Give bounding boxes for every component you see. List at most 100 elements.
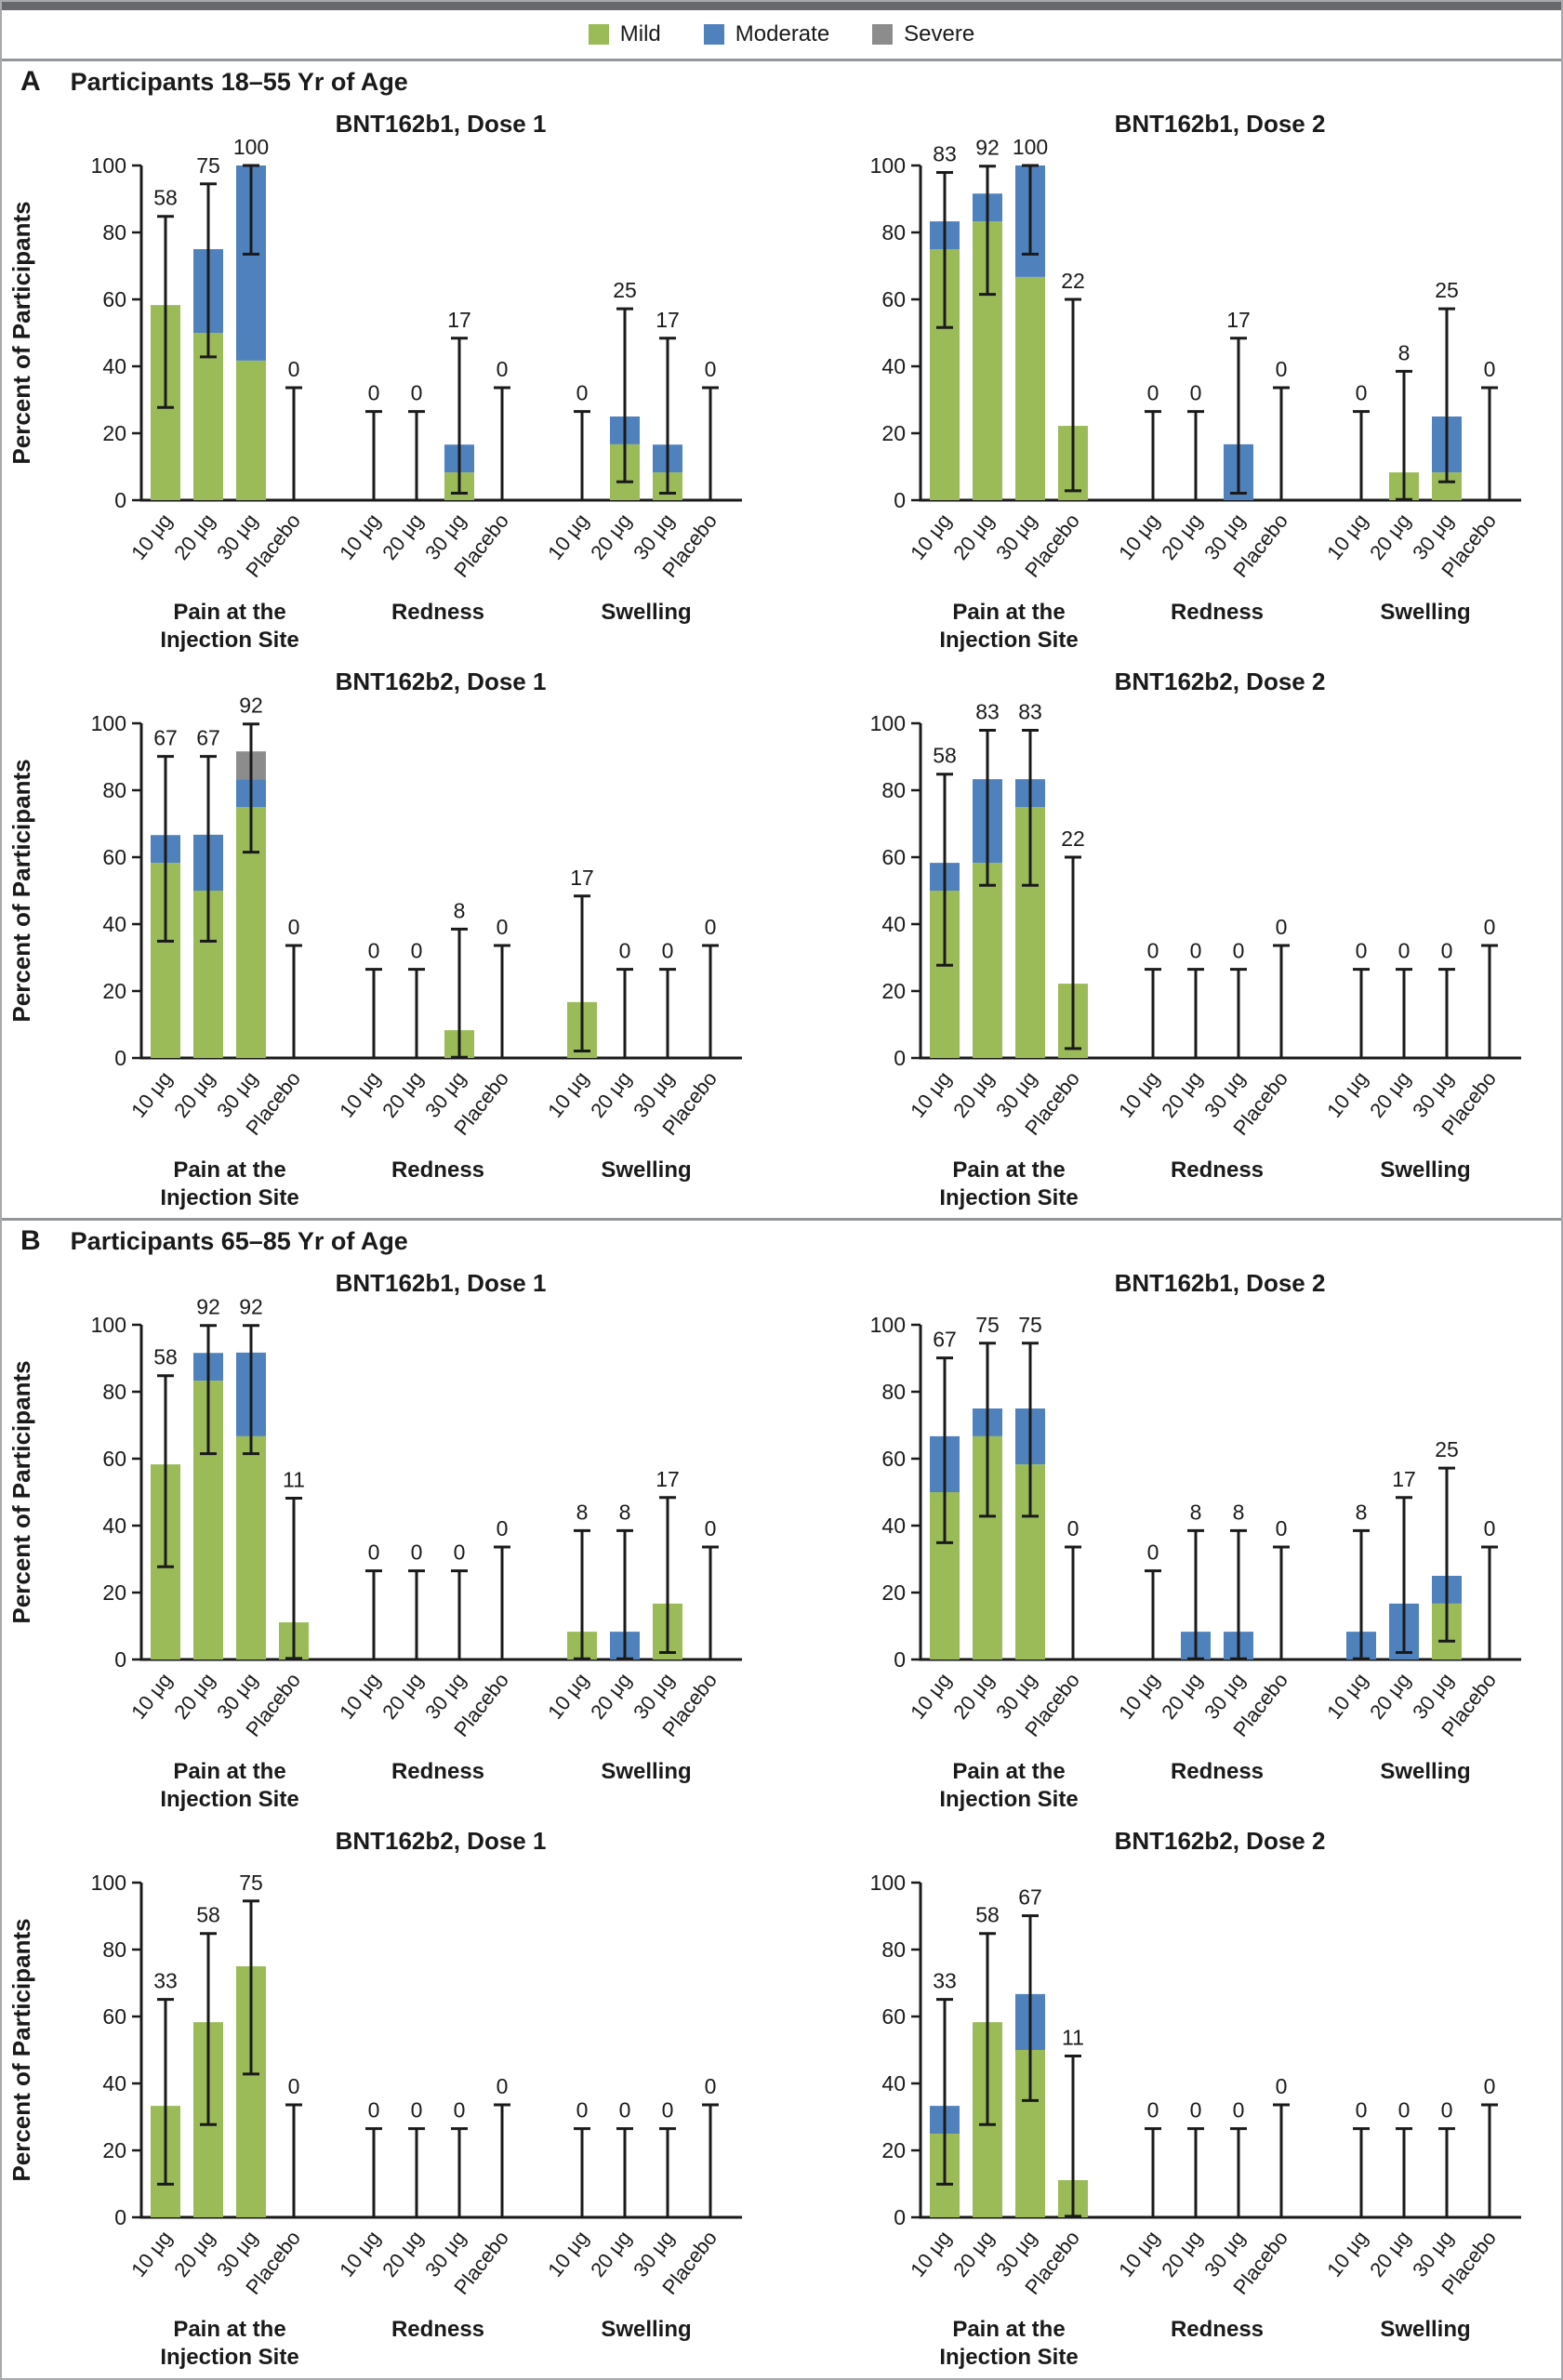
value-label: 67 <box>933 1328 957 1352</box>
chart-b-2: BNT162b1, Dose 2 0 20 40 60 80 100 67 10 μg 75 20 … <box>781 1262 1561 1819</box>
y-tick-label: 40 <box>881 354 906 378</box>
value-label: 8 <box>454 898 466 922</box>
group-label: Injection Site <box>160 628 298 653</box>
y-tick-label: 80 <box>881 778 906 802</box>
y-tick-label: 40 <box>881 912 906 936</box>
value-label: 0 <box>1233 2098 1245 2122</box>
value-label: 0 <box>368 2098 380 2122</box>
x-tick-label: 20 μg <box>948 1067 999 1122</box>
y-tick-label: 80 <box>881 1380 906 1404</box>
group-label: Injection Site <box>939 628 1078 653</box>
value-label: 58 <box>975 1903 1000 1927</box>
value-label: 67 <box>196 726 220 750</box>
group-label: Injection Site <box>160 1787 298 1812</box>
group-label: Pain at the <box>952 600 1065 625</box>
chart-title: BNT162b1, Dose 1 <box>336 1269 547 1297</box>
value-label: 0 <box>368 939 380 963</box>
bar-chart-svg: BNT162b2, Dose 1 Percent of Participants 0… <box>7 668 742 1210</box>
x-tick-label: 20 μg <box>1157 509 1207 564</box>
y-tick-label: 80 <box>881 1937 906 1962</box>
group-label: Redness <box>391 1759 484 1784</box>
x-tick-label: 20 μg <box>378 1669 428 1724</box>
chart-a-2: BNT162b1, Dose 2 0 20 40 60 80 100 83 10 μg 92 20 … <box>781 102 1561 660</box>
group-label: Redness <box>391 600 484 625</box>
value-label: 100 <box>233 135 269 159</box>
value-label: 22 <box>1061 826 1085 851</box>
value-label: 0 <box>1484 357 1496 381</box>
group-label: Injection Site <box>939 1787 1078 1812</box>
bar-segment-mild <box>236 360 266 500</box>
value-label: 8 <box>576 1500 589 1524</box>
y-tick-label: 100 <box>870 1313 906 1337</box>
x-tick-label: 10 μg <box>543 509 593 564</box>
value-label: 58 <box>196 1903 220 1927</box>
y-tick-label: 60 <box>881 2004 906 2029</box>
value-label: 0 <box>497 2074 509 2098</box>
y-tick-label: 20 <box>102 979 126 1003</box>
y-tick-label: 0 <box>894 1046 906 1070</box>
value-label: 75 <box>975 1313 1000 1337</box>
y-tick-label: 20 <box>102 1580 126 1605</box>
y-tick-label: 100 <box>870 153 906 178</box>
y-tick-label: 20 <box>881 979 906 1003</box>
y-tick-label: 20 <box>102 421 126 445</box>
panel-b-charts: BNT162b1, Dose 1 Percent of Participants 0… <box>2 1262 1561 2377</box>
chart-b-1: BNT162b1, Dose 1 Percent of Participants 0… <box>2 1262 781 1819</box>
value-label: 25 <box>1435 278 1459 302</box>
value-label: 8 <box>1190 1500 1202 1524</box>
value-label: 0 <box>1356 939 1368 963</box>
x-tick-label: 20 μg <box>378 2227 428 2281</box>
bar-chart-svg: BNT162b1, Dose 1 Percent of Participants 0… <box>7 1269 742 1812</box>
value-label: 0 <box>411 2098 423 2122</box>
value-label: 0 <box>1147 2098 1159 2122</box>
x-tick-label: 20 μg <box>378 509 428 564</box>
group-label: Redness <box>391 2317 484 2342</box>
chart-b-3: BNT162b2, Dose 1 Percent of Participants 0… <box>2 1819 781 2377</box>
bar-segment-mild <box>193 333 223 500</box>
x-tick-label: 10 μg <box>1114 1669 1164 1724</box>
group-label: Swelling <box>1380 1157 1470 1183</box>
value-label: 67 <box>1018 1885 1042 1910</box>
value-label: 83 <box>933 142 957 166</box>
top-border-bar <box>2 2 1561 10</box>
group-label: Swelling <box>601 1759 691 1784</box>
panel-a-letter: A <box>20 66 41 97</box>
legend-item-moderate: Moderate <box>703 21 829 47</box>
value-label: 0 <box>1147 1540 1159 1565</box>
value-label: 92 <box>239 1295 263 1319</box>
value-label: 58 <box>933 744 957 768</box>
y-axis-label: Percent of Participants <box>7 201 35 464</box>
value-label: 0 <box>1190 939 1202 963</box>
value-label: 0 <box>1147 381 1159 405</box>
value-label: 0 <box>619 2098 631 2122</box>
y-tick-label: 40 <box>881 1514 906 1538</box>
chart-a-4: BNT162b2, Dose 2 0 20 40 60 80 100 58 10 μg 83 20 … <box>781 660 1561 1218</box>
group-label: Injection Site <box>939 2345 1078 2370</box>
value-label: 0 <box>1484 1516 1496 1540</box>
legend-label: Severe <box>904 21 975 46</box>
value-label: 17 <box>656 308 680 332</box>
chart-title: BNT162b2, Dose 1 <box>336 1827 547 1855</box>
y-tick-label: 60 <box>102 845 126 869</box>
group-label: Redness <box>391 1157 484 1183</box>
x-tick-label: 10 μg <box>126 1067 177 1122</box>
panel-b-letter: B <box>20 1225 41 1256</box>
value-label: 0 <box>1190 2098 1202 2122</box>
value-label: 17 <box>656 1467 680 1491</box>
value-label: 0 <box>1067 1516 1080 1540</box>
x-tick-label: 10 μg <box>335 1669 385 1724</box>
y-tick-label: 80 <box>102 1380 126 1404</box>
x-tick-label: 10 μg <box>1114 2227 1164 2281</box>
y-tick-label: 60 <box>881 845 906 869</box>
y-axis-label: Percent of Participants <box>7 1918 35 2181</box>
value-label: 11 <box>1062 2025 1084 2049</box>
value-label: 0 <box>1276 2074 1288 2098</box>
x-tick-label: 10 μg <box>126 2227 177 2281</box>
panel-a-title: Participants 18–55 Yr of Age <box>70 67 408 96</box>
x-tick-label: 10 μg <box>335 1067 385 1122</box>
value-label: 0 <box>1356 381 1368 405</box>
panel-b-title: Participants 65–85 Yr of Age <box>70 1226 408 1255</box>
x-tick-label: 20 μg <box>169 1669 219 1724</box>
value-label: 0 <box>1276 915 1288 939</box>
